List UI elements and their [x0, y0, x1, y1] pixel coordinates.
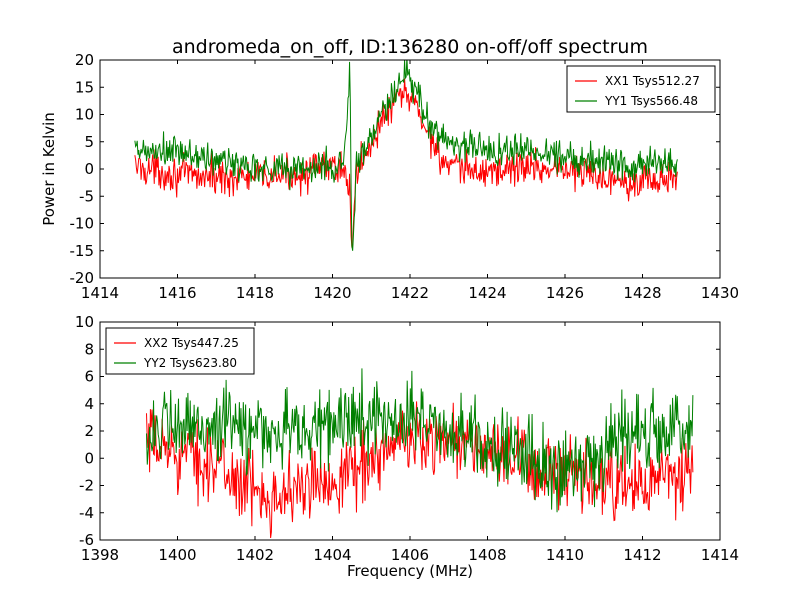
x-tick-label: 1422	[391, 284, 429, 302]
legend-entry: XX1 Tsys512.27	[605, 74, 700, 88]
x-tick-label: 1412	[623, 546, 661, 564]
y-tick-label: 4	[84, 395, 94, 413]
series-line-2	[134, 60, 678, 251]
x-tick-label: 1402	[236, 546, 274, 564]
x-tick-label: 1420	[313, 284, 351, 302]
y-tick-label: -6	[79, 531, 94, 549]
legend: XX1 Tsys512.27 YY1 Tsys566.48	[566, 65, 716, 113]
bottom-spectrum-plot: 1398 1400 1402 1404 1406 1408 1410 1412 1414 -6 -4…	[75, 313, 739, 580]
y-tick-label: -20	[70, 269, 95, 287]
legend-entry: YY1 Tsys566.48	[604, 94, 698, 108]
legend-box	[566, 65, 716, 113]
x-tick-label: 1424	[468, 284, 506, 302]
x-tick-label: 1406	[391, 546, 429, 564]
legend: XX2 Tsys447.25 YY2 Tsys623.80	[105, 327, 255, 375]
x-tick-label: 1426	[546, 284, 584, 302]
y-tick-label: 0	[84, 449, 94, 467]
y-tick-label: 5	[84, 133, 94, 151]
x-axis-label: Frequency (MHz)	[347, 562, 473, 580]
y-tick-label: 2	[84, 422, 94, 440]
legend-box	[105, 327, 255, 375]
figure-title: andromeda_on_off, ID:136280 on-off/off s…	[172, 36, 648, 58]
y-tick-label: 0	[84, 160, 94, 178]
y-tick-label: -15	[70, 242, 95, 260]
y-tick-label: -4	[79, 504, 94, 522]
y-tick-label: -5	[79, 187, 94, 205]
x-tick-label: 1414	[81, 284, 119, 302]
x-tick-label: 1430	[701, 284, 739, 302]
y-tick-label: 6	[84, 368, 94, 386]
x-tick-label: 1408	[468, 546, 506, 564]
y-tick-label: 8	[84, 340, 94, 358]
y-tick-label: 10	[75, 106, 94, 124]
x-tick-label: 1400	[158, 546, 196, 564]
series-line-1	[134, 78, 678, 248]
series-line-2	[146, 368, 694, 513]
y-axis-label: Power in Kelvin	[40, 112, 58, 226]
legend-entry: YY2 Tsys623.80	[143, 356, 237, 370]
x-tick-label: 1416	[158, 284, 196, 302]
legend-entry: XX2 Tsys447.25	[144, 336, 239, 350]
x-tick-label: 1410	[546, 546, 584, 564]
top-spectrum-plot: 1414 1416 1418 1420 1422 1424 1426 1428 1430 -20 -…	[40, 51, 739, 302]
y-tick-label: -2	[79, 477, 94, 495]
x-tick-label: 1418	[236, 284, 274, 302]
y-tick-label: -10	[70, 215, 95, 233]
y-tick-label: 15	[75, 78, 94, 96]
x-tick-label: 1414	[701, 546, 739, 564]
x-tick-label: 1398	[81, 546, 119, 564]
y-tick-label: 20	[75, 51, 94, 69]
x-tick-label: 1428	[623, 284, 661, 302]
y-tick-label: 10	[75, 313, 94, 331]
x-tick-label: 1404	[313, 546, 351, 564]
